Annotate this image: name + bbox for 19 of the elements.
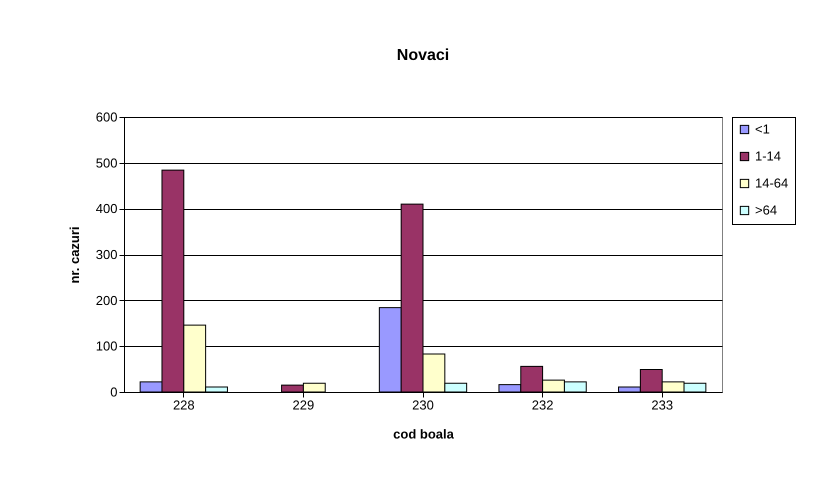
y-axis-title: nr. cazuri: [66, 226, 82, 284]
y-tick-label: 0: [110, 384, 118, 400]
x-tick-label: 230: [412, 398, 434, 412]
y-tick-label: 300: [96, 247, 118, 262]
y-tick-label: 500: [96, 155, 118, 170]
x-axis-title: cod boala: [393, 426, 455, 442]
x-tick-label: 232: [532, 398, 554, 412]
x-tick-label: 228: [172, 398, 195, 412]
y-tick-label: 200: [96, 292, 118, 308]
chart-title: Novaci: [396, 47, 450, 64]
y-tick-label: 600: [96, 110, 118, 124]
legend-label: <1: [755, 122, 770, 136]
legend-label: 1-14: [755, 148, 782, 164]
x-tick-label: 233: [651, 398, 674, 412]
y-tick-label: 400: [96, 201, 118, 216]
legend-label: >64: [755, 202, 778, 218]
y-tick-label: 100: [96, 338, 118, 354]
legend-label: 14-64: [755, 176, 788, 190]
x-tick-label: 229: [292, 398, 314, 412]
